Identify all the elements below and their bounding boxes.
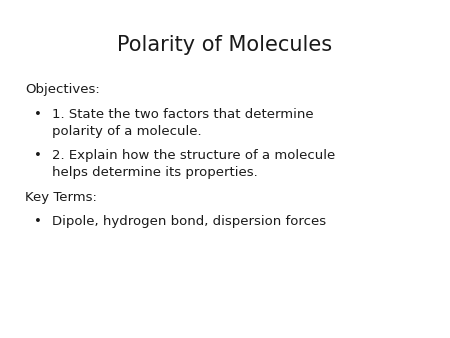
Text: Polarity of Molecules: Polarity of Molecules	[117, 35, 333, 55]
Text: helps determine its properties.: helps determine its properties.	[52, 166, 257, 178]
Text: 2. Explain how the structure of a molecule: 2. Explain how the structure of a molecu…	[52, 149, 335, 162]
Text: Objectives:: Objectives:	[25, 83, 99, 96]
Text: Key Terms:: Key Terms:	[25, 191, 97, 204]
Text: •: •	[34, 215, 41, 227]
Text: 1. State the two factors that determine: 1. State the two factors that determine	[52, 108, 313, 121]
Text: •: •	[34, 108, 41, 121]
Text: •: •	[34, 149, 41, 162]
Text: Dipole, hydrogen bond, dispersion forces: Dipole, hydrogen bond, dispersion forces	[52, 215, 326, 227]
Text: polarity of a molecule.: polarity of a molecule.	[52, 125, 202, 138]
